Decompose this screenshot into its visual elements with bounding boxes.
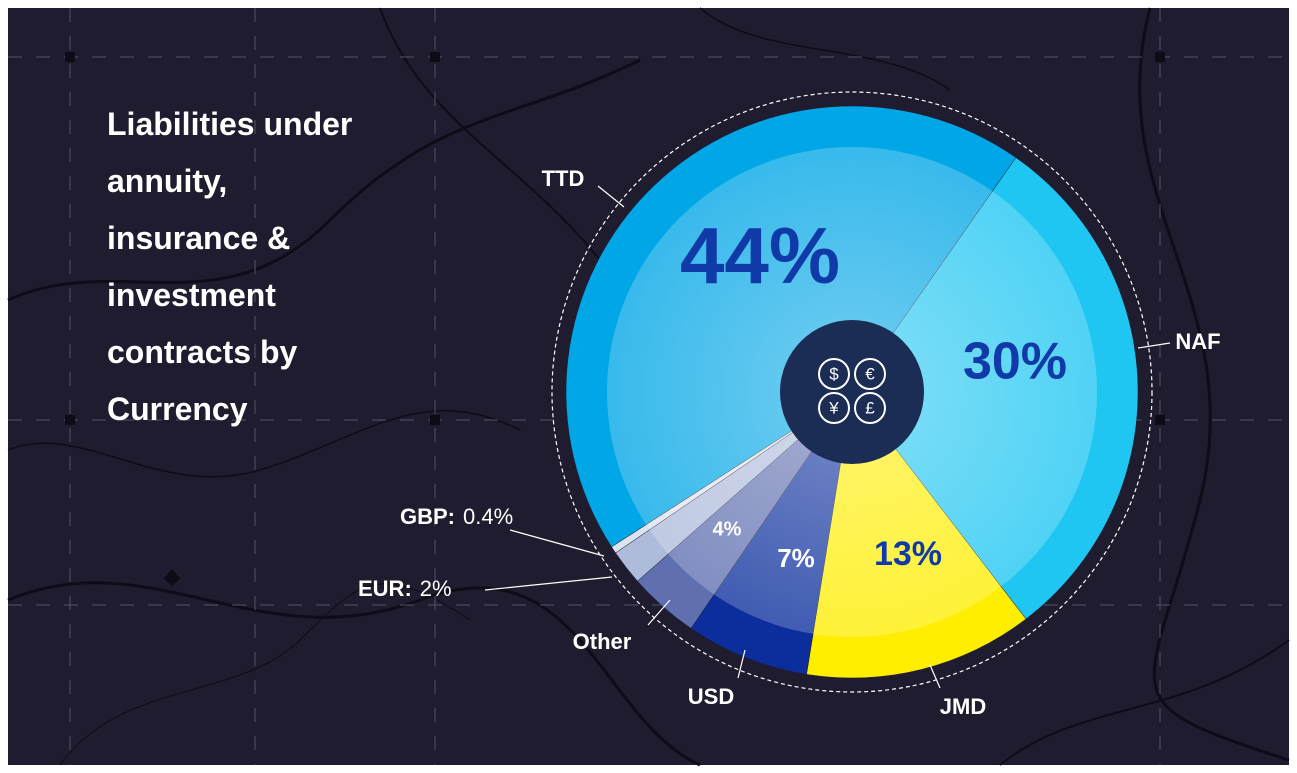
contour-lines <box>7 7 1290 767</box>
value-label: 4% <box>713 518 742 540</box>
category-label: EUR: 2% <box>358 576 452 601</box>
leader-line <box>484 576 613 591</box>
category-label: NAF <box>1175 329 1220 354</box>
value-label: 0.4% <box>463 504 513 529</box>
category-label: USD <box>688 684 734 709</box>
category-label: GBP: 0.4% <box>400 504 513 529</box>
currency-symbol: £ <box>865 398 875 417</box>
leader-line <box>1137 342 1171 349</box>
value-label: 7% <box>777 543 815 573</box>
category-name: JMD <box>940 694 986 719</box>
leader-line <box>929 664 941 689</box>
value-label: 44% <box>680 211 840 300</box>
category-name: NAF <box>1175 329 1220 354</box>
currency-symbol: $ <box>829 364 839 383</box>
category-label: TTD <box>542 166 585 191</box>
currency-coin <box>818 392 850 424</box>
category-name: TTD <box>542 166 585 191</box>
grid-markers <box>65 52 1165 587</box>
value-label: 13% <box>874 535 942 573</box>
currency-icon: $ € ¥ £ <box>818 358 886 424</box>
currency-coin <box>854 358 886 390</box>
value-label: 2% <box>420 576 452 601</box>
category-name: GBP: <box>400 504 455 529</box>
leader-line <box>647 599 671 626</box>
category-name: Other <box>573 629 632 654</box>
value-label: 30% <box>963 333 1067 391</box>
category-name: USD <box>688 684 734 709</box>
dashed-ring <box>551 91 1153 693</box>
category-label: JMD <box>940 694 986 719</box>
category-label: Other <box>573 629 632 654</box>
category-name: EUR: <box>358 576 412 601</box>
currency-symbol: ¥ <box>828 398 839 417</box>
leader-line <box>597 185 625 208</box>
currency-symbol: € <box>865 364 875 383</box>
leader-line <box>737 649 746 679</box>
leader-line <box>509 529 605 557</box>
chart-title: Liabilities under annuity, insurance & i… <box>107 106 353 427</box>
labels: TTD 44% NAF 30% JMD 13% USD 7% Other 4% EUR: 2% GBP:… <box>358 166 1221 719</box>
currency-coin <box>818 358 850 390</box>
currency-coin <box>854 392 886 424</box>
center-icon <box>780 320 924 464</box>
